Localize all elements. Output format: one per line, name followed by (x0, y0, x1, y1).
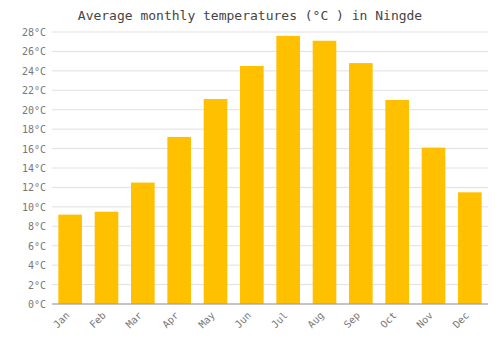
x-axis-line (52, 304, 488, 305)
y-tick-label: 26°C (22, 46, 46, 57)
x-tick-label: Aug (305, 310, 326, 331)
x-tick-label: Feb (87, 310, 108, 331)
x-tick-label: Nov (414, 310, 435, 331)
y-tick-label: 0°C (28, 299, 46, 310)
x-tick-label: Jul (269, 310, 290, 331)
bar (95, 212, 119, 304)
y-tick-label: 16°C (22, 144, 46, 155)
x-tick-label: Sep (342, 310, 363, 331)
bar (167, 137, 191, 304)
bar (276, 36, 300, 304)
bar (458, 192, 482, 304)
grid-line (52, 70, 488, 71)
bar (240, 66, 264, 304)
bar (385, 100, 409, 304)
y-tick-label: 18°C (22, 124, 46, 135)
title: Average monthly temperatures (°C ) in Ni… (78, 8, 423, 23)
x-tick-label: Jan (51, 310, 72, 331)
y-tick-label: 2°C (28, 280, 46, 291)
y-tick-label: 6°C (28, 241, 46, 252)
y-tick-label: 20°C (22, 105, 46, 116)
bars (58, 36, 481, 304)
x-tick-label: Dec (451, 310, 472, 331)
y-tick-label: 4°C (28, 260, 46, 271)
bar (349, 63, 373, 304)
x-tick-label: Oct (378, 310, 399, 331)
bar (131, 183, 155, 304)
grid-line (52, 32, 488, 33)
grid-line (52, 51, 488, 52)
bar (313, 41, 337, 304)
y-tick-label: 14°C (22, 163, 46, 174)
x-tick-label: May (196, 310, 217, 331)
chart-container: Average monthly temperatures (°C ) in Ni… (0, 0, 500, 350)
x-tick-label: Jun (233, 310, 254, 331)
y-tick-labels: 0°C 2°C 4°C 6°C 8°C 10°C 12°C 14°C 16°C 18°C 20°C 2… (22, 27, 46, 310)
y-tick-label: 10°C (22, 202, 46, 213)
y-tick-label: 12°C (22, 182, 46, 193)
chart-svg: Average monthly temperatures (°C ) in Ni… (0, 0, 500, 350)
x-tick-label: Apr (160, 310, 181, 331)
grid-line (52, 304, 488, 305)
bar (204, 99, 228, 304)
y-tick-label: 22°C (22, 85, 46, 96)
grid-line (52, 109, 488, 110)
x-tick-labels: Jan Feb Mar Apr May Jun Jul Aug Sep Oct Nov Dec (51, 310, 471, 331)
grid-line (52, 129, 488, 130)
grid-line (52, 90, 488, 91)
x-tick-label: Mar (124, 310, 145, 331)
y-tick-label: 8°C (28, 221, 46, 232)
y-tick-label: 28°C (22, 27, 46, 38)
bar (58, 215, 82, 304)
y-tick-label: 24°C (22, 66, 46, 77)
y-grid (52, 32, 488, 304)
bar (422, 148, 446, 304)
